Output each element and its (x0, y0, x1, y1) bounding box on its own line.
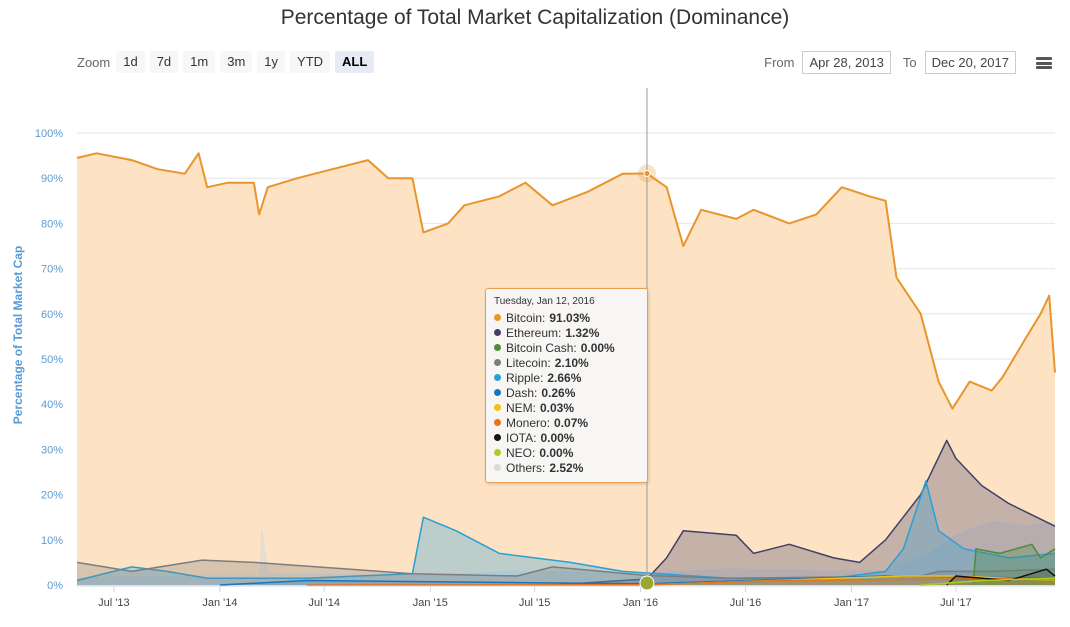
tooltip-series-name: Ripple: (506, 370, 544, 385)
tooltip-series-name: Others: (506, 460, 546, 475)
x-tick-label: Jul '16 (730, 597, 761, 609)
tooltip-series-name: IOTA: (506, 430, 537, 445)
y-tick-label: 30% (41, 444, 63, 456)
y-axis-label: Percentage of Total Market Cap (11, 246, 25, 425)
x-tick-label: Jul '15 (519, 597, 550, 609)
zoom-label: Zoom (77, 54, 111, 70)
y-tick-label: 100% (35, 128, 63, 140)
tooltip-series-value: 91.03% (549, 310, 591, 325)
x-tick-label: Jan '16 (623, 597, 658, 609)
tooltip-series-name: Bitcoin Cash: (506, 340, 577, 355)
zoom-3m-button[interactable]: 3m (220, 51, 253, 73)
legend-dot-icon (494, 374, 501, 381)
tooltip-row: Bitcoin: 91.03% (494, 310, 639, 325)
tooltip-series-value: 0.07% (554, 415, 589, 430)
series-line-ethereum[interactable] (552, 439, 1056, 586)
tooltip-series-value: 1.32% (565, 325, 600, 340)
x-tick-label: Jan '15 (413, 597, 448, 609)
series-line-iota[interactable] (946, 568, 1056, 586)
legend-dot-icon (494, 344, 501, 351)
series-line-ripple[interactable] (76, 480, 1056, 582)
zoom-ytd-button[interactable]: YTD (290, 51, 331, 73)
y-tick-label: 80% (41, 218, 63, 230)
series-line-litecoin[interactable] (76, 559, 1056, 579)
hamburger-menu-icon[interactable] (1036, 57, 1052, 69)
tooltip-row: Litecoin: 2.10% (494, 355, 639, 370)
tooltip-series-name: Ethereum: (506, 325, 562, 340)
x-tick-label: Jul '17 (940, 597, 971, 609)
legend-dot-icon (494, 419, 501, 426)
y-tick-label: 40% (41, 399, 63, 411)
chart-title: Percentage of Total Market Capitalizatio… (280, 6, 790, 29)
series-line-others[interactable] (76, 520, 1056, 579)
tooltip-row: Monero: 0.07% (494, 415, 639, 430)
series-area-nem (482, 576, 1056, 585)
zoom-7d-button[interactable]: 7d (149, 51, 179, 73)
zoom-all-button[interactable]: ALL (335, 51, 375, 73)
tooltip-row: IOTA: 0.00% (494, 430, 639, 445)
y-tick-label: 50% (41, 354, 63, 366)
legend-dot-icon (494, 314, 501, 321)
series-line-monero[interactable] (306, 577, 1056, 586)
tooltip-series-value: 0.26% (541, 385, 576, 400)
bottom-hover-marker (639, 575, 655, 591)
series-line-bitcoin-cash[interactable] (972, 543, 1056, 586)
zoom-1d-button[interactable]: 1d (116, 51, 145, 73)
x-tick-label: Jan '17 (834, 597, 869, 609)
series-area-ripple (77, 481, 1055, 585)
legend-dot-icon (494, 389, 501, 396)
tooltip-row: Dash: 0.26% (494, 385, 639, 400)
zoom-1m-button[interactable]: 1m (183, 51, 216, 73)
y-tick-label: 10% (41, 535, 63, 547)
zoom-1y-button[interactable]: 1y (257, 51, 286, 73)
legend-dot-icon (494, 359, 501, 366)
x-tick-label: Jul '14 (309, 597, 340, 609)
tooltip-series-name: Dash: (506, 385, 538, 400)
to-date-input[interactable]: Dec 20, 2017 (924, 51, 1016, 74)
from-date-input[interactable]: Apr 28, 2013 (802, 51, 891, 74)
tooltip-series-name: NEO: (506, 445, 536, 460)
tooltip-series-value: 0.03% (540, 400, 575, 415)
tooltip-row: Ethereum: 1.32% (494, 325, 639, 340)
legend-dot-icon (494, 449, 501, 456)
tooltip-series-name: Bitcoin: (506, 310, 546, 325)
legend-dot-icon (494, 329, 501, 336)
x-tick-label: Jan '14 (202, 597, 237, 609)
tooltip-row: Others: 2.52% (494, 460, 639, 475)
y-tick-label: 70% (41, 264, 63, 276)
y-tick-label: 0% (47, 580, 63, 592)
from-label: From (764, 55, 795, 70)
tooltip-row: Ripple: 2.66% (494, 370, 639, 385)
tooltip-series-value: 0.00% (540, 430, 575, 445)
tooltip-series-value: 2.52% (549, 460, 584, 475)
zoom-bar: Zoom 1d 7d 1m 3m 1y YTD ALL (77, 51, 379, 73)
tooltip-series-name: Monero: (506, 415, 551, 430)
y-tick-label: 20% (41, 490, 63, 502)
tooltip-row: Bitcoin Cash: 0.00% (494, 340, 639, 355)
x-tick-label: Jul '13 (98, 597, 129, 609)
tooltip-row: NEM: 0.03% (494, 400, 639, 415)
tooltip-series-value: 2.66% (547, 370, 582, 385)
hover-marker (643, 170, 651, 178)
legend-dot-icon (494, 404, 501, 411)
to-label: To (902, 55, 917, 70)
tooltip-date: Tuesday, Jan 12, 2016 (494, 296, 595, 307)
tooltip: Tuesday, Jan 12, 2016 Bitcoin: 91.03% Ethe… (485, 288, 648, 483)
y-tick-label: 90% (41, 173, 63, 185)
y-tick-label: 60% (41, 309, 63, 321)
tooltip-series-name: Litecoin: (506, 355, 551, 370)
series-area-bitcoin-cash (973, 544, 1055, 585)
tooltip-series-value: 2.10% (554, 355, 589, 370)
date-range-bar: From Apr 28, 2013 To Dec 20, 2017 (764, 51, 1016, 74)
tooltip-row: NEO: 0.00% (494, 445, 639, 460)
tooltip-series-name: NEM: (506, 400, 536, 415)
legend-dot-icon (494, 464, 501, 471)
series-line-neo[interactable] (920, 577, 1056, 586)
legend-dot-icon (494, 434, 501, 441)
tooltip-series-value: 0.00% (580, 340, 615, 355)
tooltip-series-value: 0.00% (539, 445, 574, 460)
series-line-bitcoin[interactable] (76, 152, 1056, 410)
